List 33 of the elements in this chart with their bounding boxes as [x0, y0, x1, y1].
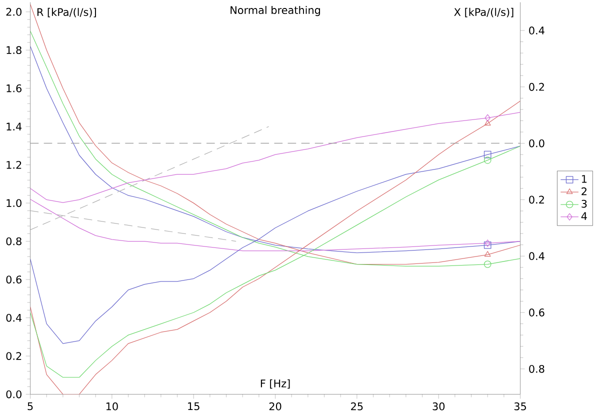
y-tick-label: 0.2	[6, 352, 22, 360]
x-tick-label: 25	[351, 402, 363, 410]
legend-label: 1	[582, 175, 587, 183]
y2-tick-label: 0.8	[529, 365, 544, 373]
y2-tick-label: 0.6	[529, 308, 544, 317]
y2-tick-label: 0.2	[529, 82, 544, 91]
y-tick-label: 0.8	[6, 237, 22, 246]
y-tick-label: 0.0	[6, 390, 22, 398]
legend-label: 3	[582, 200, 587, 208]
y2-axis-title: X [kPa/(l/s)]	[454, 8, 514, 18]
y-tick-label: 0.6	[6, 276, 22, 284]
x-tick-label: 20	[269, 402, 282, 410]
y-tick-label: 1.6	[6, 84, 22, 92]
y-tick-label: 1.4	[6, 122, 22, 130]
legend-label: 2	[582, 187, 586, 196]
y-tick-label: 1.2	[6, 161, 22, 169]
y2-tick-label: 0.4	[529, 252, 544, 260]
x-axis-title: F [Hz]	[260, 379, 290, 389]
y-axis-title: R [kPa/(l/s)]	[37, 8, 96, 18]
x-tick-label: 35	[514, 402, 526, 410]
y2-tick-label: 0.0	[529, 139, 544, 148]
x-tick-label: 30	[432, 402, 445, 410]
x-tick-label: 5	[28, 402, 33, 410]
y-tick-label: 2.0	[6, 8, 22, 16]
y2-tick-label: 0.2	[529, 196, 544, 204]
y-tick-label: 1.8	[6, 46, 22, 54]
x-tick-label: 10	[106, 402, 118, 410]
y2-tick-label: 0.4	[529, 26, 544, 34]
x-tick-label: 15	[188, 402, 200, 410]
y-tick-label: 1.0	[6, 199, 22, 208]
y-tick-label: 0.4	[6, 314, 22, 322]
chart-title: Normal breathing	[230, 6, 320, 16]
legend-label: 4	[581, 212, 587, 220]
